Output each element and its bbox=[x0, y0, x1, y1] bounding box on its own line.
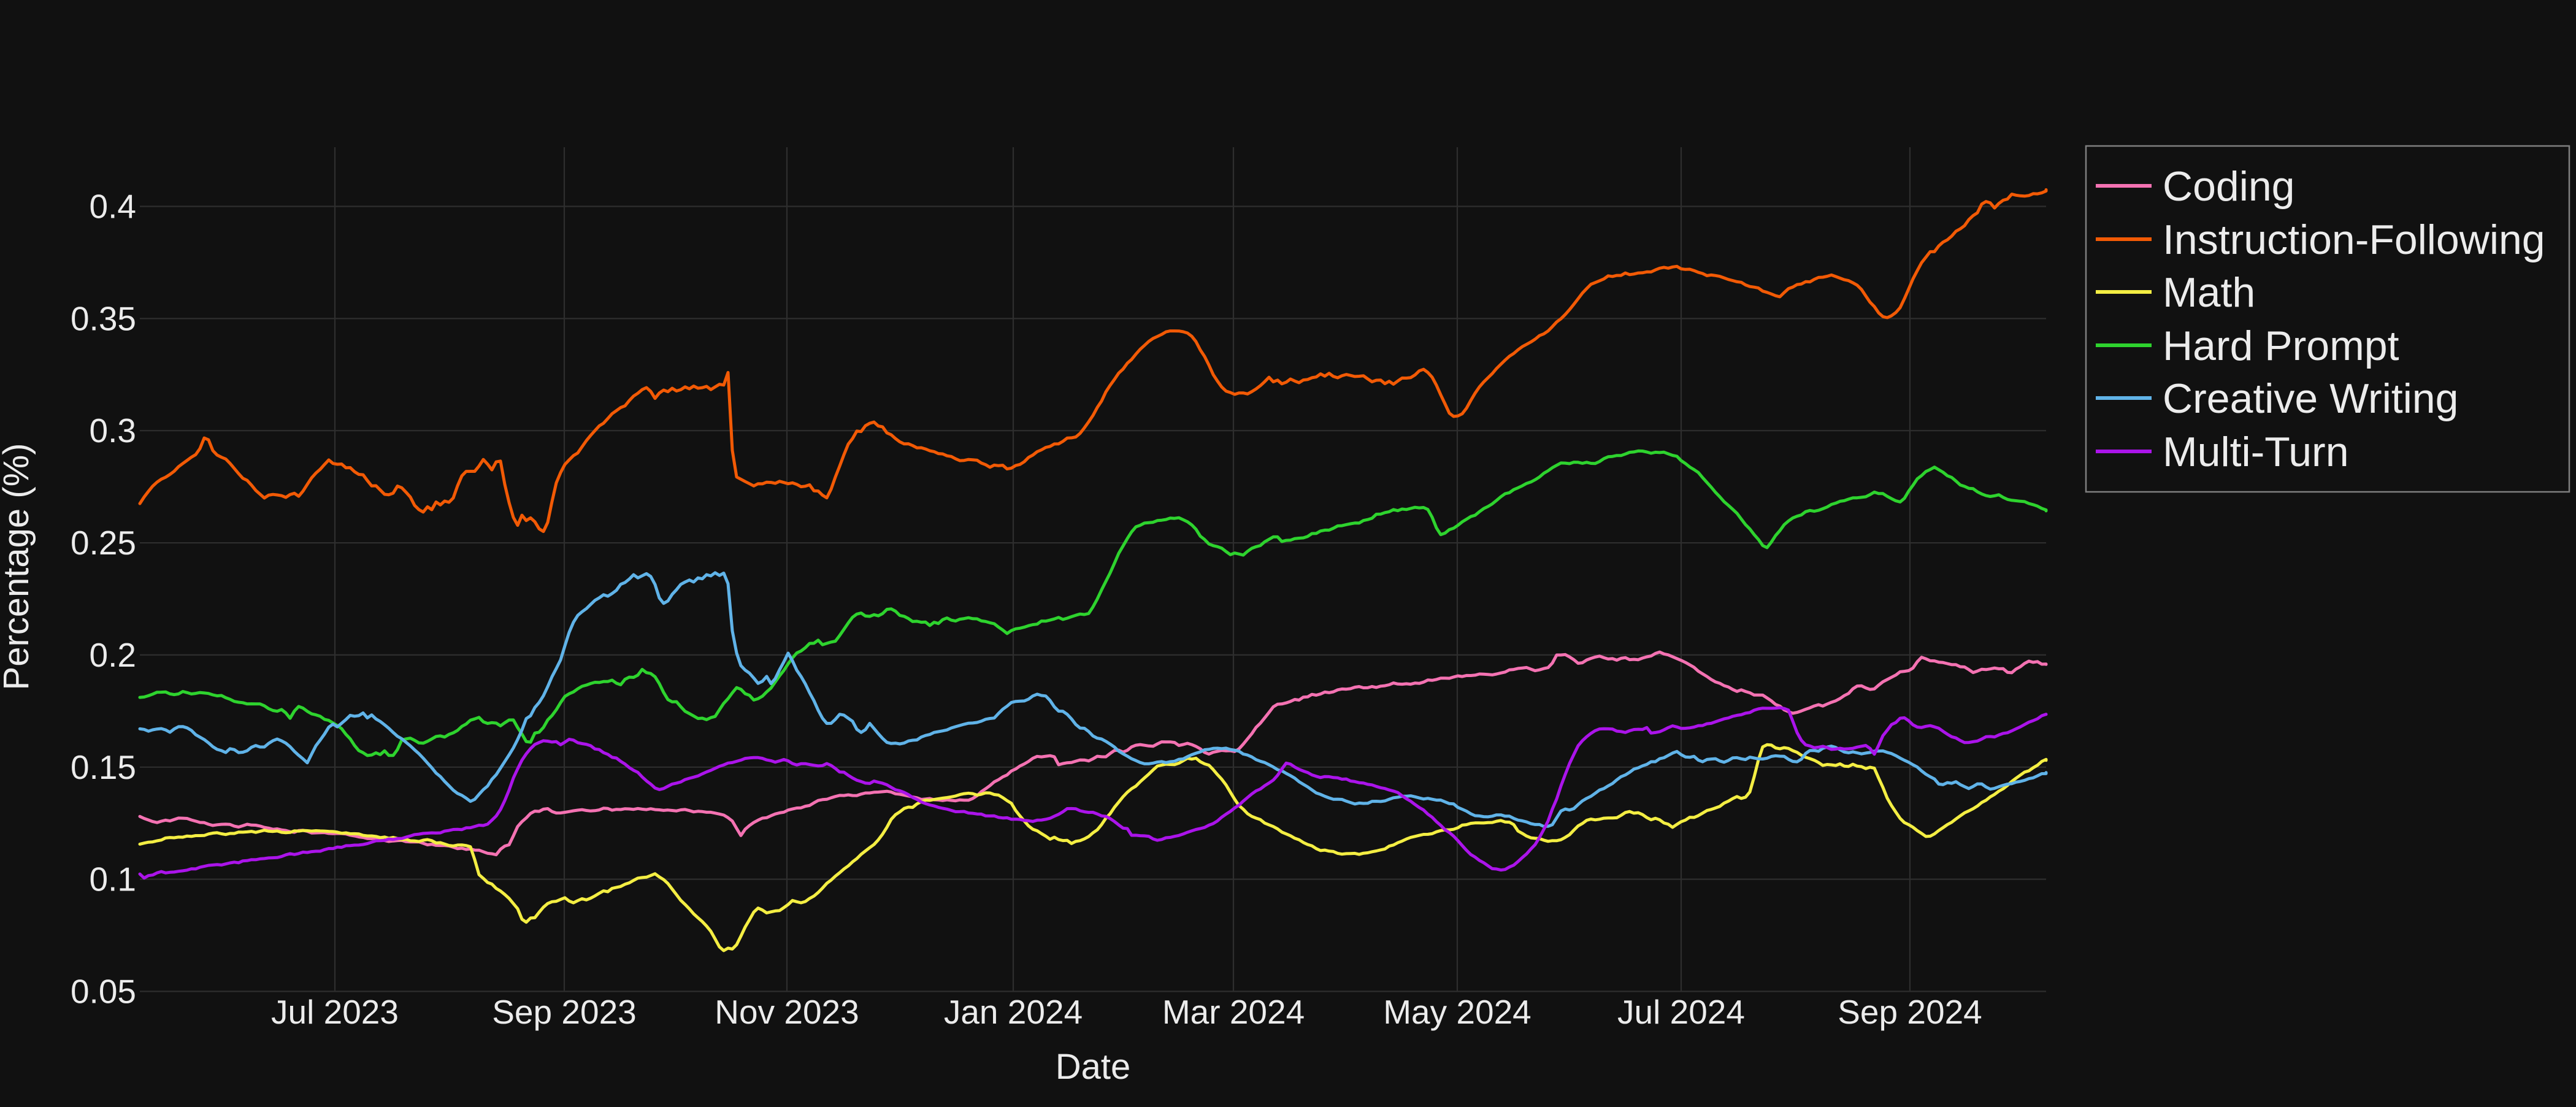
svg-text:0.2: 0.2 bbox=[90, 636, 136, 674]
svg-text:Percentage (%): Percentage (%) bbox=[0, 443, 36, 691]
svg-text:Math: Math bbox=[2163, 269, 2255, 316]
svg-text:Jul 2023: Jul 2023 bbox=[271, 993, 399, 1031]
svg-text:0.1: 0.1 bbox=[90, 860, 136, 898]
svg-text:0.4: 0.4 bbox=[90, 188, 136, 226]
svg-text:Instruction-Following: Instruction-Following bbox=[2163, 216, 2545, 263]
svg-text:May 2024: May 2024 bbox=[1383, 993, 1531, 1031]
svg-text:Sep 2024: Sep 2024 bbox=[1838, 993, 1982, 1031]
svg-text:Date: Date bbox=[1056, 1047, 1131, 1087]
svg-text:Coding: Coding bbox=[2163, 163, 2295, 210]
svg-text:0.05: 0.05 bbox=[71, 973, 136, 1011]
svg-text:0.35: 0.35 bbox=[71, 299, 136, 337]
svg-text:Creative Writing: Creative Writing bbox=[2163, 375, 2458, 422]
svg-text:0.3: 0.3 bbox=[90, 412, 136, 450]
svg-text:Hard Prompt: Hard Prompt bbox=[2163, 323, 2399, 369]
svg-text:0.25: 0.25 bbox=[71, 524, 136, 562]
svg-text:Nov 2023: Nov 2023 bbox=[715, 993, 859, 1031]
svg-text:0.15: 0.15 bbox=[71, 748, 136, 786]
svg-text:Jan 2024: Jan 2024 bbox=[944, 993, 1083, 1031]
svg-text:Sep 2023: Sep 2023 bbox=[492, 993, 637, 1031]
svg-text:Jul 2024: Jul 2024 bbox=[1617, 993, 1745, 1031]
svg-text:Mar 2024: Mar 2024 bbox=[1162, 993, 1305, 1031]
svg-text:Multi-Turn: Multi-Turn bbox=[2163, 429, 2349, 475]
